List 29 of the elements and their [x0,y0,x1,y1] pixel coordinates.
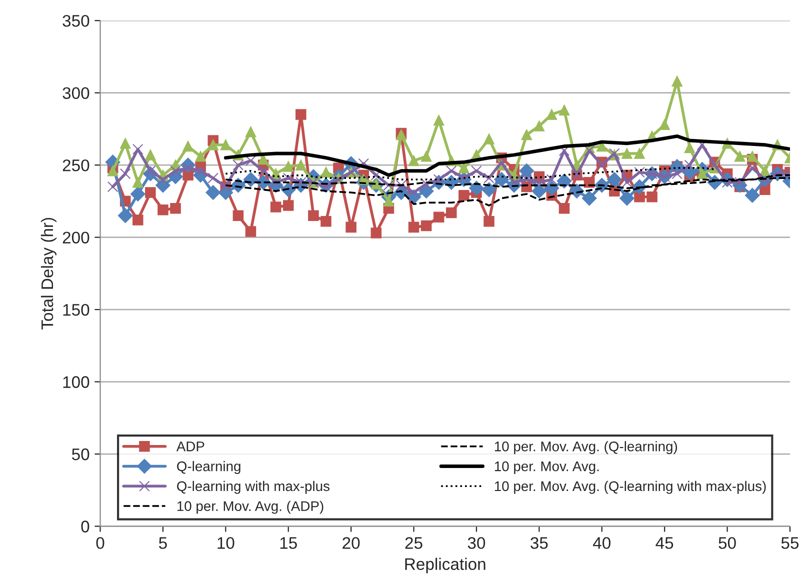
x-tick-label: 35 [530,537,548,549]
x-tick-label: 25 [405,537,422,549]
y-tick-label: 350 [62,14,90,27]
x-tick-label: 0 [96,537,104,549]
y-tick-label: 50 [72,448,90,460]
x-axis-title: Replication [405,558,486,574]
y-tick-label: 300 [62,87,90,100]
y-tick-label: 200 [62,232,90,244]
legend-label: 10 per. Mov. Avg. (Q-learning) [494,441,678,454]
x-tick-label: 40 [592,537,610,549]
y-tick-label: 100 [63,376,90,388]
y-axis-title: Total Delay (hr) [40,218,56,330]
y-tick-label: 250 [62,159,90,172]
legend-label: 10 per. Mov. Avg. [494,461,599,474]
legend-label: ADP [176,442,204,452]
x-tick-label: 50 [718,537,736,549]
y-tick-label: 150 [63,304,90,316]
x-tick-label: 10 [218,537,234,549]
y-tick-label: 0 [81,520,90,532]
x-tick-label: 15 [280,537,297,549]
x-tick-label: 45 [656,537,674,549]
x-tick-label: 55 [781,537,799,549]
legend-label: 10 per. Mov. Avg. (Q-learning with max-plus) [494,480,766,494]
x-tick-label: 20 [342,537,360,549]
legend-label: Q-learning [177,461,240,474]
legend-label: 10 per. Mov. Avg. (ADP) [177,500,324,514]
x-tick-label: 5 [158,537,167,549]
legend-label: Q-learning with max-plus [177,480,330,494]
x-tick-label: 30 [468,537,486,549]
